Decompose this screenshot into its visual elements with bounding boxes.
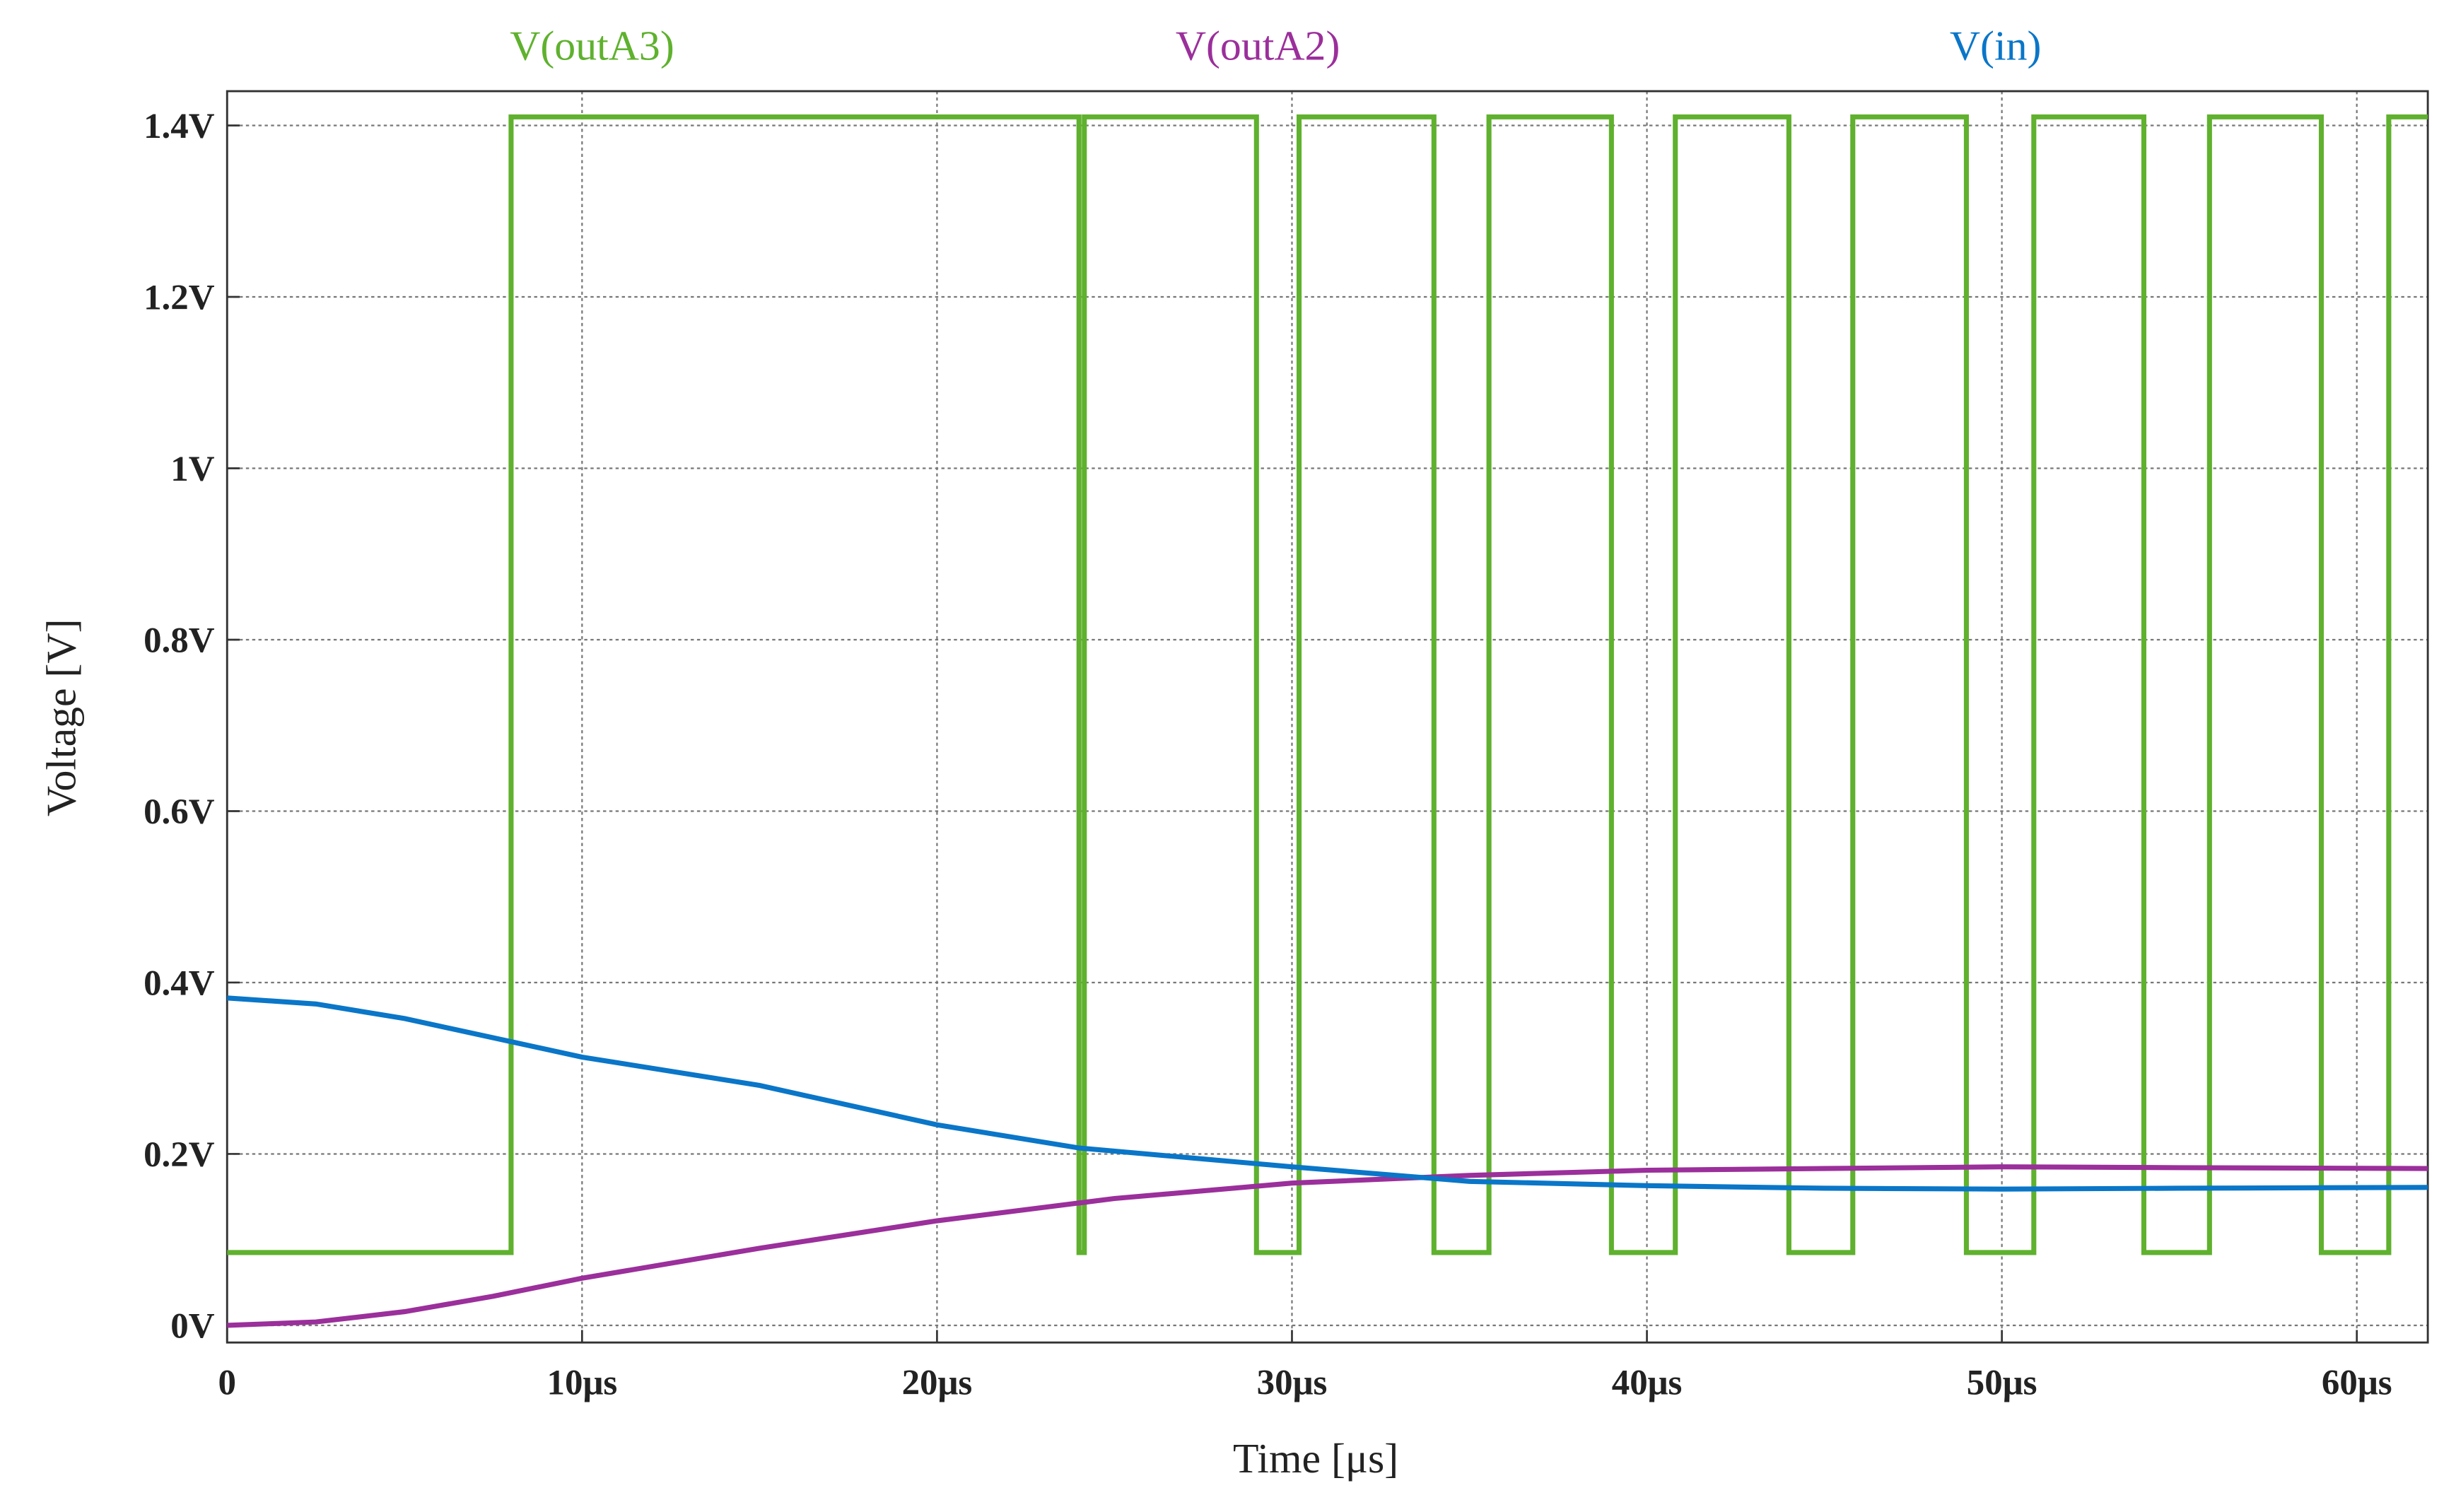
legend-label: V(outA2) <box>1176 23 1340 69</box>
x-tick-label: 0 <box>218 1363 236 1402</box>
series-line <box>227 114 2428 1255</box>
x-tick-label: 50μs <box>1967 1363 2037 1402</box>
plot-frame <box>226 90 2429 1344</box>
y-axis-title: Voltage [V] <box>37 619 84 816</box>
legend-label: V(in) <box>1950 23 2042 69</box>
y-tick-label: 0.4V <box>144 964 215 1004</box>
x-axis-title: Time [μs] <box>1233 1435 1398 1482</box>
y-tick-label: 1.4V <box>144 107 215 146</box>
y-tick-label: 0.6V <box>144 792 215 832</box>
x-tick-label: 10μs <box>547 1363 618 1402</box>
y-tick-label: 1.2V <box>144 279 215 318</box>
series-line <box>227 1164 2428 1328</box>
series-line <box>227 995 2428 1192</box>
y-tick-label: 0.2V <box>144 1135 215 1175</box>
x-tick-label: 30μs <box>1257 1363 1328 1402</box>
x-tick-label: 20μs <box>902 1363 973 1402</box>
y-tick-label: 1V <box>170 450 214 489</box>
y-tick-label: 0.8V <box>144 621 215 661</box>
x-tick-label: 60μs <box>2322 1363 2392 1402</box>
x-tick-label: 40μs <box>1612 1363 1683 1402</box>
legend-label: V(outA3) <box>510 23 674 69</box>
y-tick-label: 0V <box>170 1307 214 1347</box>
